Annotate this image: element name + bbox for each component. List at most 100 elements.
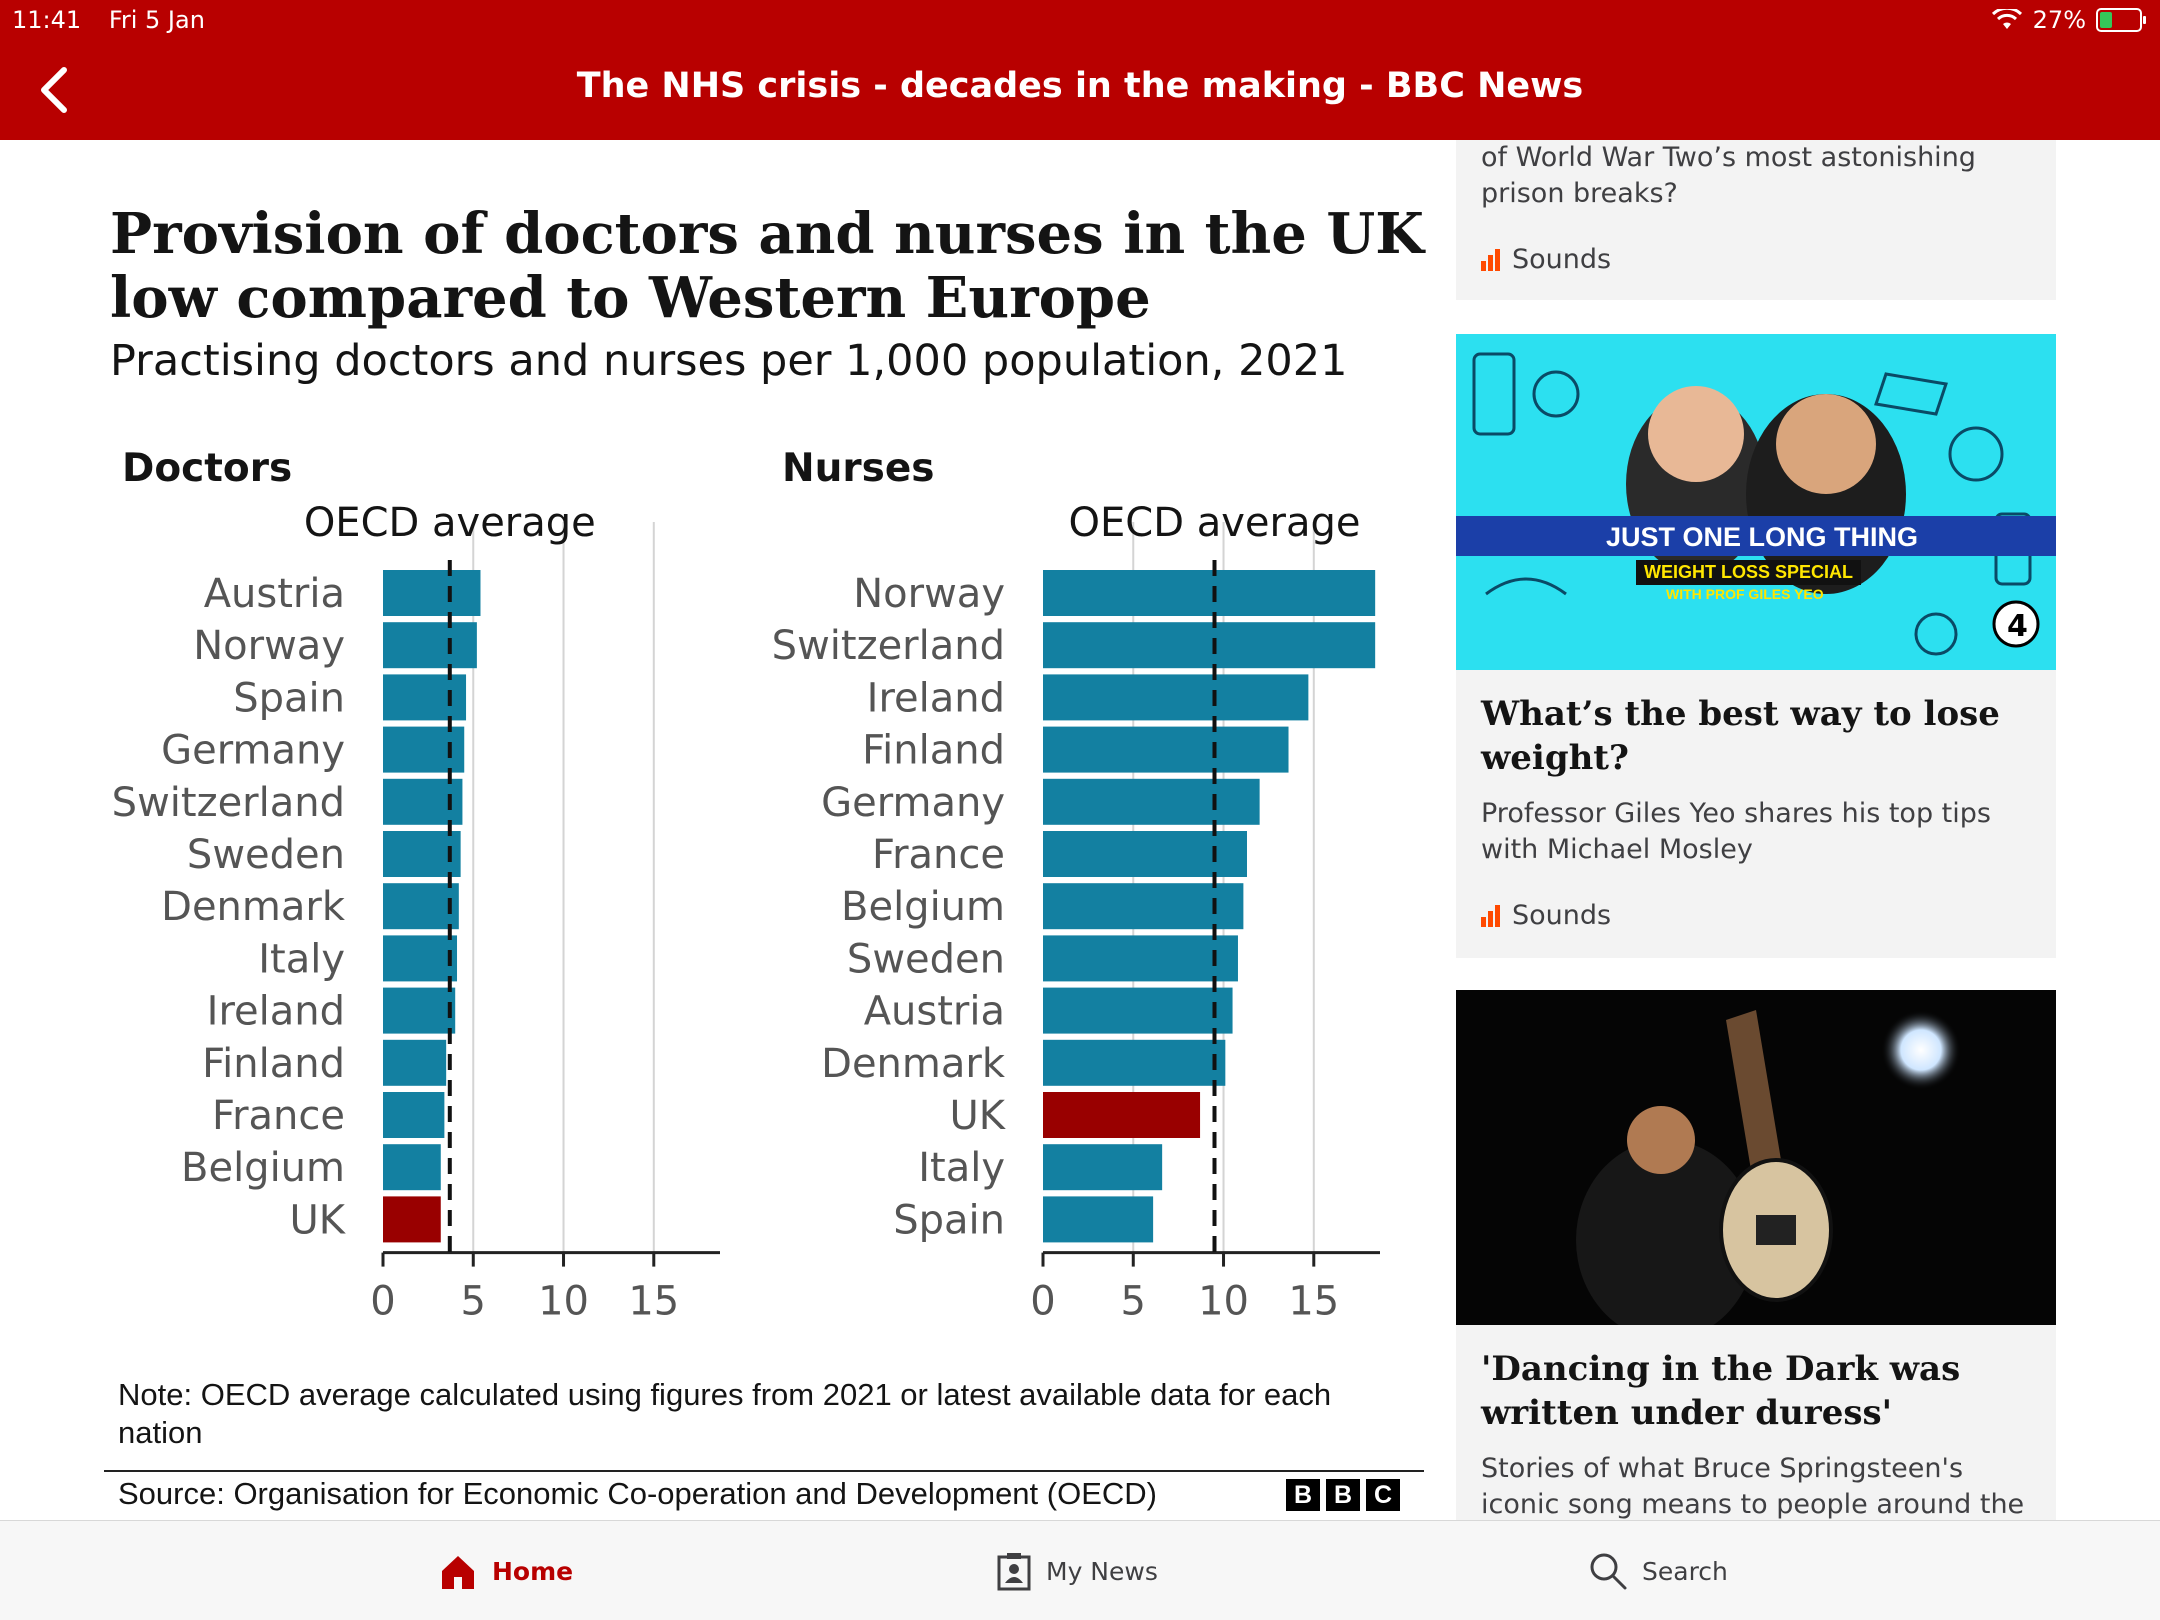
bar-finland — [383, 1039, 447, 1086]
story-card-prison-breaks[interactable]: of World War Two’s most astonishing pris… — [1456, 140, 2056, 300]
sounds-label: Sounds — [1512, 900, 1612, 931]
bar-austria — [1043, 987, 1233, 1034]
bar-belgium — [1043, 883, 1244, 930]
home-icon — [442, 1556, 474, 1589]
sounds-icon — [1481, 904, 1500, 927]
sounds-link[interactable]: Sounds — [1481, 900, 1611, 931]
category-label: Spain — [233, 675, 345, 721]
status-time: 11:41 — [12, 6, 82, 34]
source-divider — [104, 1470, 1424, 1472]
oecd-average-label: OECD average — [1069, 500, 1361, 546]
sounds-link[interactable]: Sounds — [1481, 244, 1611, 275]
bar-sweden — [1043, 935, 1238, 982]
chart-figure: Provision of doctors and nurses in the U… — [0, 140, 1440, 1520]
category-label: Finland — [202, 1041, 345, 1087]
promo-subtitle: WEIGHT LOSS SPECIAL — [1636, 560, 1862, 585]
bar-austria — [383, 570, 481, 616]
nav-home[interactable]: Home — [438, 1551, 573, 1591]
bottom-nav: Home My News Search — [0, 1520, 2160, 1620]
doctors-panel-title: Doctors — [122, 446, 293, 491]
category-label: France — [212, 1093, 345, 1139]
promo-band — [1456, 516, 2056, 556]
x-tick-label: 5 — [461, 1279, 486, 1325]
category-label: Denmark — [161, 884, 346, 930]
promo-image-weight-loss[interactable]: 4 JUST ONE LONG THING WEIGHT LOSS SPECIA… — [1456, 334, 2056, 670]
story-lead-text: of World War Two’s most astonishing pris… — [1481, 142, 1976, 209]
bar-ireland — [1043, 674, 1309, 721]
bar-uk — [383, 1196, 441, 1243]
category-label: UK — [289, 1197, 346, 1243]
nav-my-news-label: My News — [1046, 1556, 1158, 1586]
category-label: Norway — [853, 571, 1005, 617]
category-label: Ireland — [207, 989, 345, 1035]
bar-norway — [383, 622, 477, 669]
svg-text:4: 4 — [2007, 609, 2028, 644]
oecd-average-label: OECD average — [304, 500, 596, 546]
x-tick-label: 5 — [1121, 1279, 1146, 1325]
my-news-icon — [997, 1553, 1031, 1591]
category-label: Austria — [204, 571, 345, 617]
promo-illustration: 4 — [1472, 352, 2040, 656]
category-label: Germany — [821, 780, 1005, 826]
x-tick-label: 0 — [1030, 1279, 1055, 1325]
story-card-springsteen[interactable]: 'Dancing in the Dark was written under d… — [1456, 1325, 2056, 1520]
doctors-chart: Austria Norway Spain Germany Switzerland Swed… — [112, 500, 720, 1325]
x-tick-label: 10 — [538, 1279, 589, 1325]
nurses-chart: Norway Switzerland Ireland Finland Germany Fr… — [772, 500, 1380, 1325]
category-label: Denmark — [821, 1041, 1006, 1087]
promo-title: JUST ONE LONG THING — [1606, 522, 1919, 552]
bar-italy — [1043, 1144, 1163, 1191]
nav-my-news[interactable]: My News — [996, 1551, 1158, 1591]
bar-denmark — [383, 883, 459, 930]
bar-spain — [1043, 1196, 1154, 1243]
wifi-icon — [1991, 9, 2022, 29]
bar-france — [383, 1092, 445, 1138]
x-tick-label: 15 — [1288, 1279, 1339, 1325]
bar-sweden — [383, 831, 461, 877]
category-label: Norway — [193, 623, 345, 669]
back-arrow-icon[interactable] — [36, 62, 76, 118]
story-description: Stories of what Bruce Springsteen's icon… — [1481, 1453, 2025, 1520]
search-icon — [1590, 1553, 1627, 1590]
bar-ireland — [383, 987, 456, 1034]
promo-presenter: WITH PROF GILES YEO — [1666, 586, 1824, 602]
bar-germany — [1043, 778, 1260, 825]
chart-note: Note: OECD average calculated using figu… — [118, 1377, 1332, 1450]
chart-source: Source: Organisation for Economic Co-ope… — [118, 1476, 1157, 1511]
related-stories: of World War Two’s most astonishing pris… — [1456, 140, 2056, 1520]
x-tick-label: 0 — [370, 1279, 395, 1325]
category-label: Italy — [918, 1145, 1005, 1191]
bar-germany — [383, 726, 465, 773]
story-card-weight-loss[interactable]: What’s the best way to lose weight? Prof… — [1456, 670, 2056, 958]
bar-norway — [1043, 570, 1376, 616]
category-label: France — [872, 832, 1005, 878]
category-label: UK — [949, 1093, 1006, 1139]
category-label: Finland — [862, 728, 1005, 774]
nav-search[interactable]: Search — [1588, 1551, 1728, 1591]
chart-title: Provision of doctors and nurses in the U… — [110, 201, 1424, 331]
bar-finland — [1043, 726, 1289, 773]
category-label: Sweden — [187, 832, 345, 878]
story-title: What’s the best way to lose weight? — [1481, 694, 2000, 778]
x-tick-label: 15 — [628, 1279, 679, 1325]
nav-home-label: Home — [492, 1556, 574, 1586]
app-header: 11:41 Fri 5 Jan 27% The NHS crisis - dec… — [0, 0, 2160, 140]
sounds-label: Sounds — [1512, 244, 1612, 275]
story-description: Professor Giles Yeo shares his top tips … — [1481, 798, 1991, 865]
category-label: Ireland — [867, 675, 1005, 721]
story-title: 'Dancing in the Dark was written under d… — [1481, 1349, 1961, 1433]
concert-photo[interactable] — [1456, 990, 2056, 1325]
nav-search-label: Search — [1642, 1556, 1728, 1586]
sounds-icon — [1481, 248, 1500, 271]
page-title: The NHS crisis - decades in the making -… — [576, 66, 1584, 106]
bar-belgium — [383, 1144, 441, 1191]
category-label: Switzerland — [772, 623, 1005, 669]
category-label: Sweden — [847, 936, 1005, 982]
bar-spain — [383, 674, 467, 721]
category-label: Spain — [893, 1197, 1005, 1243]
battery-icon — [2096, 8, 2146, 32]
category-label: Germany — [161, 728, 345, 774]
status-bar-left: 11:41 Fri 5 Jan — [12, 6, 225, 34]
bar-denmark — [1043, 1039, 1226, 1086]
